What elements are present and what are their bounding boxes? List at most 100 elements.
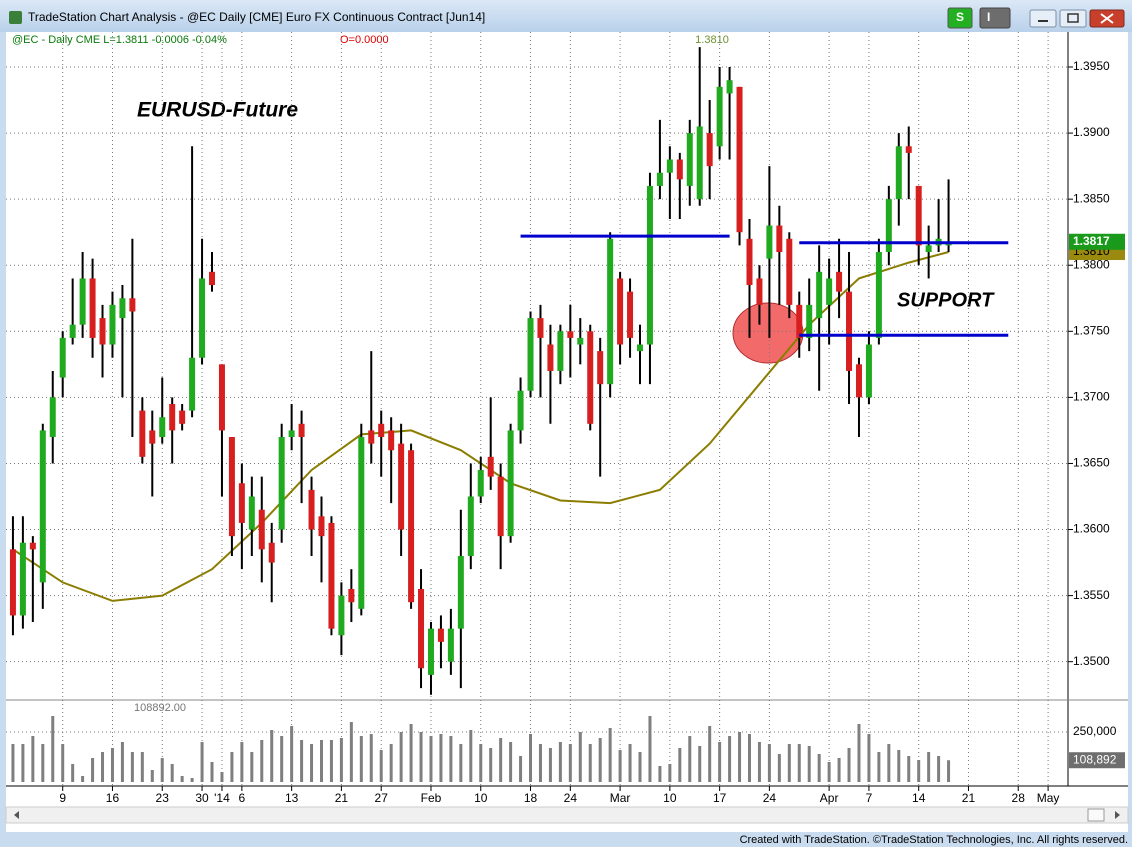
candle-body: [547, 344, 554, 371]
y-tick-label: 1.3750: [1073, 323, 1110, 337]
candle-body: [836, 271, 843, 292]
candle-body: [457, 555, 464, 629]
candle-body: [189, 357, 196, 411]
volume-bar: [927, 752, 931, 782]
candle-body: [418, 588, 425, 669]
candle-body: [696, 126, 703, 200]
x-tick-label: 18: [524, 791, 538, 805]
candle-body: [487, 456, 494, 477]
volume-bar: [757, 742, 761, 782]
candle-body: [885, 199, 892, 253]
volume-bar: [349, 722, 353, 782]
candle-body: [408, 450, 415, 603]
candle-body: [139, 410, 146, 457]
volume-bar: [150, 770, 154, 782]
candle-body: [39, 430, 46, 583]
volume-bar: [917, 760, 921, 782]
candle-body: [816, 271, 823, 319]
candle-body: [129, 298, 136, 312]
volume-bar: [658, 766, 662, 782]
candle-body: [716, 86, 723, 147]
info-line: @EC - Daily CME L=1.3811 -0.0006 -0.04%: [12, 34, 227, 46]
volume-bar: [847, 748, 851, 782]
candle-body: [806, 304, 813, 338]
highlight-ellipse: [732, 302, 804, 364]
volume-bar: [598, 738, 602, 782]
candle-body: [925, 245, 932, 253]
volume-bar: [230, 752, 234, 782]
candle-body: [89, 278, 96, 338]
x-tick-label: Mar: [610, 791, 631, 805]
candle-body: [209, 271, 216, 286]
maximize-button[interactable]: [1059, 9, 1087, 28]
x-tick-label: 7: [866, 791, 873, 805]
candle-body: [786, 238, 793, 305]
candle-body: [577, 337, 584, 345]
volume-bar: [369, 734, 373, 782]
x-tick-label: 21: [335, 791, 349, 805]
volume-bar: [319, 740, 323, 782]
candle-body: [328, 522, 335, 629]
volume-bar: [419, 732, 423, 782]
i-button[interactable]: [979, 7, 1011, 29]
volume-bar: [857, 724, 861, 782]
s-button[interactable]: [947, 7, 973, 29]
volume-bar: [777, 754, 781, 782]
x-tick-label: '14: [214, 791, 230, 805]
volume-bar: [688, 736, 692, 782]
x-tick-label: 24: [763, 791, 777, 805]
candle-body: [706, 133, 713, 167]
volume-bar: [459, 744, 463, 782]
volume-bar: [280, 736, 284, 782]
volume-bar: [738, 732, 742, 782]
volume-bar: [479, 744, 483, 782]
candle-body: [238, 483, 245, 523]
x-tick-label: 9: [59, 791, 66, 805]
volume-bar: [270, 730, 274, 782]
volume-bar: [558, 742, 562, 782]
volume-bar: [240, 742, 244, 782]
candle-body: [179, 410, 186, 424]
candle-body: [497, 476, 504, 537]
candle-body: [298, 423, 305, 438]
window-title: TradeStation Chart Analysis - @EC Daily …: [28, 10, 485, 24]
x-tick-label: 30: [195, 791, 209, 805]
volume-bar: [887, 744, 891, 782]
candle-body: [855, 364, 862, 398]
volume-bar: [359, 736, 363, 782]
volume-bar: [120, 742, 124, 782]
candle-body: [248, 496, 255, 530]
candle-body: [617, 278, 624, 345]
top-label: 1.3810: [695, 34, 729, 46]
volume-bar: [678, 748, 682, 782]
candle-body: [119, 298, 126, 319]
chart-title: EURUSD-Future: [137, 99, 298, 122]
volume-bar: [817, 754, 821, 782]
candle-body: [49, 397, 56, 438]
candle-body: [9, 549, 16, 616]
x-tick-label: 28: [1012, 791, 1026, 805]
candle-body: [79, 278, 86, 325]
scroll-thumb[interactable]: [1087, 808, 1105, 822]
candle-body: [378, 423, 385, 438]
candle-body: [258, 509, 265, 550]
candle-body: [627, 291, 634, 338]
candle-body: [109, 304, 116, 345]
candle-body: [736, 86, 743, 233]
volume-bar: [638, 752, 642, 782]
i-button-label[interactable]: I: [987, 10, 990, 24]
volume-bar: [767, 744, 771, 782]
volume-tick-label: 250,000: [1073, 724, 1117, 738]
candle-body: [199, 278, 206, 358]
s-button-label[interactable]: S: [956, 10, 964, 24]
candle-body: [726, 80, 733, 94]
candle-body: [686, 133, 693, 186]
volume-bar: [300, 740, 304, 782]
scrollbar[interactable]: [5, 806, 1129, 824]
candle-body: [507, 430, 514, 537]
volume-bar: [618, 750, 622, 782]
minimize-button[interactable]: [1029, 9, 1057, 28]
volume-bar: [519, 756, 523, 782]
candle-body: [69, 324, 76, 338]
volume-bar: [668, 764, 672, 782]
